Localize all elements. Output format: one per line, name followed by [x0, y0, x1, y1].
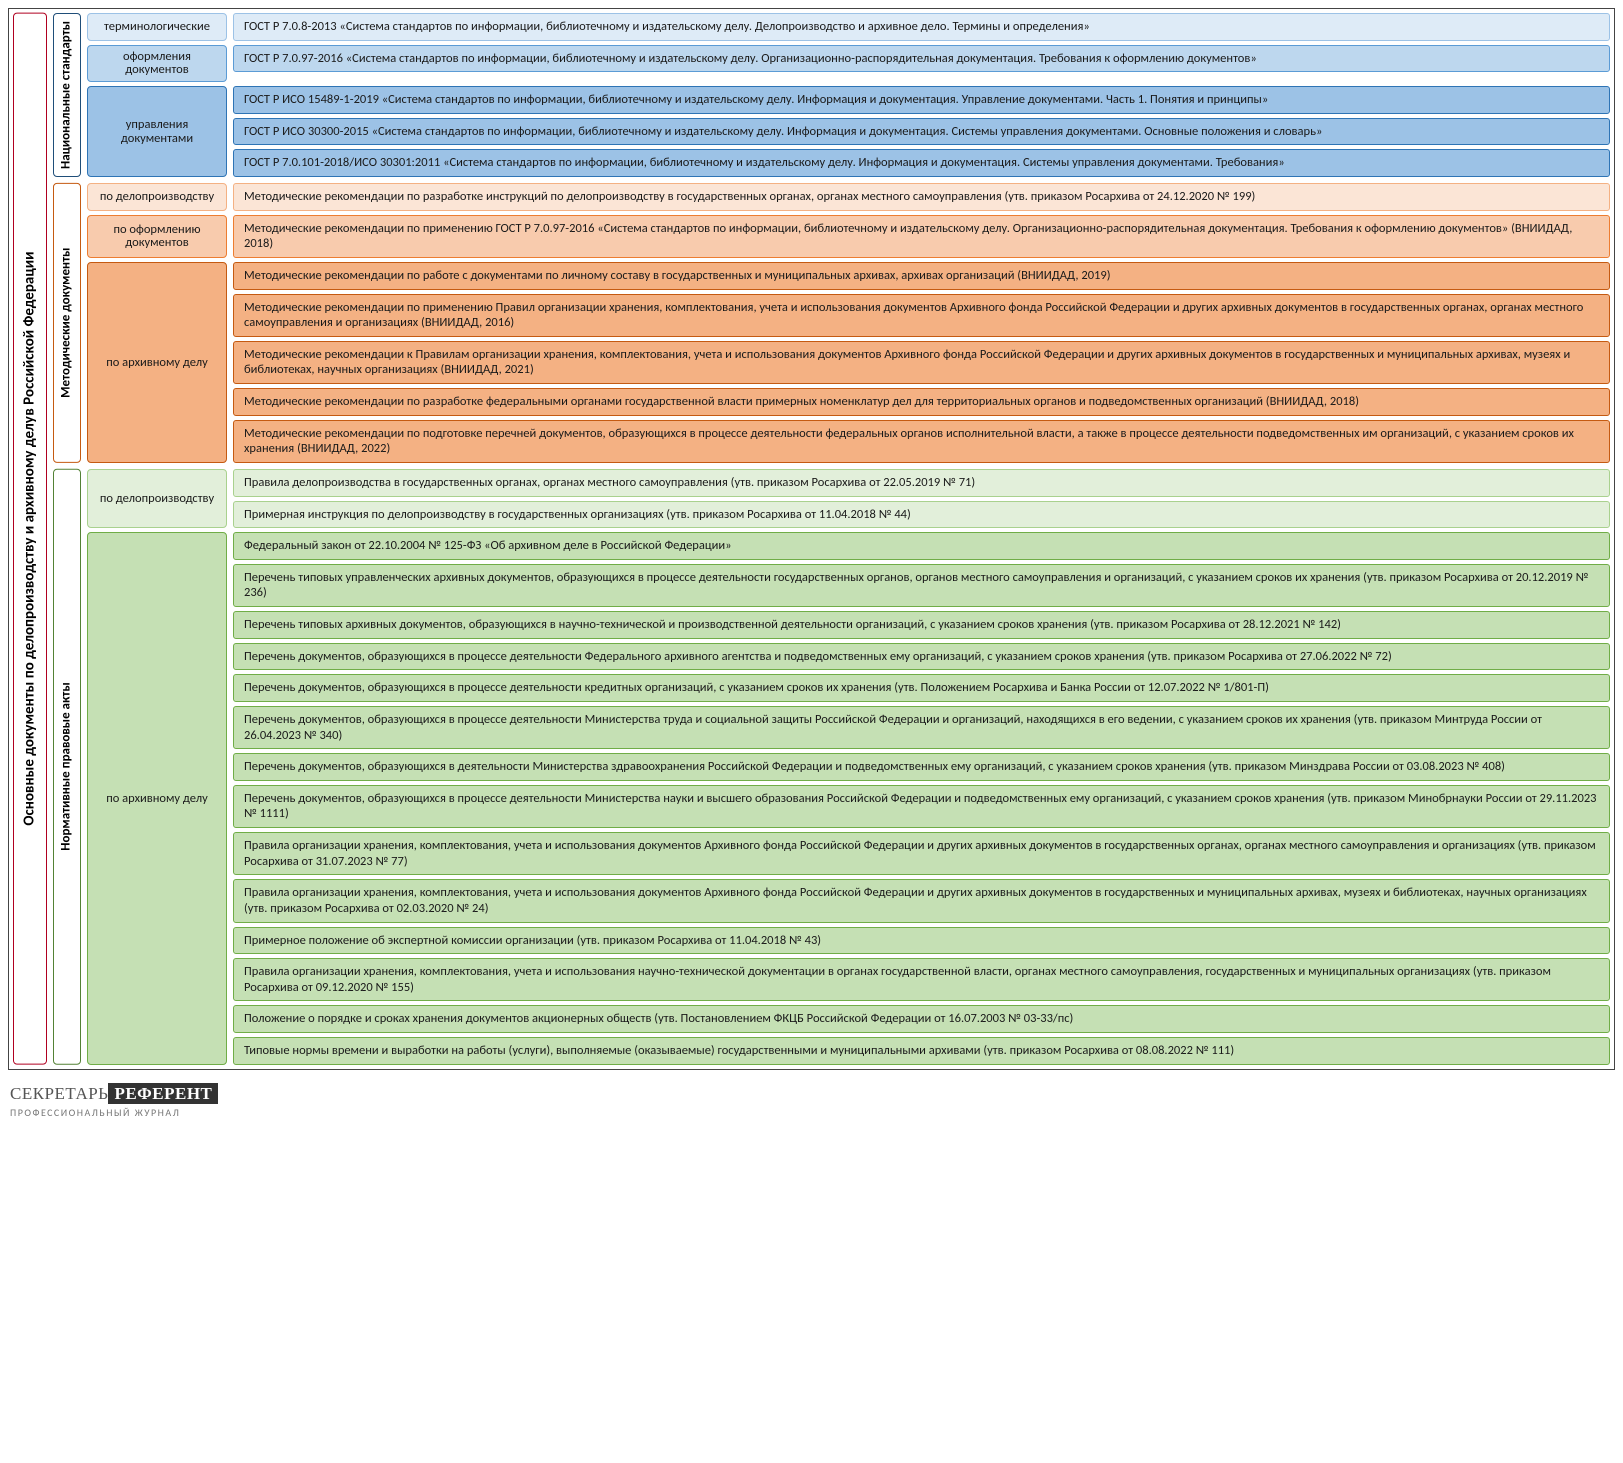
doc-item: Методические рекомендации по разработке …	[233, 388, 1610, 416]
section-label: Нормативные правовые акты	[53, 469, 81, 1065]
doc-list: Федеральный закон от 22.10.2004 № 125-ФЗ…	[233, 532, 1610, 1065]
doc-list: Методические рекомендации по разработке …	[233, 183, 1610, 211]
doc-item: Методические рекомендации по разработке …	[233, 183, 1610, 211]
doc-item: Методические рекомендации по применению …	[233, 294, 1610, 337]
doc-item: ГОСТ Р ИСО 15489-1-2019 «Система стандар…	[233, 86, 1610, 114]
brand-word-b: РЕФЕРЕНТ	[108, 1083, 218, 1104]
section-body: по делопроизводствуПравила делопроизводс…	[87, 469, 1610, 1065]
category-row: терминологическиеГОСТ Р 7.0.8-2013 «Сист…	[87, 13, 1610, 41]
doc-item: ГОСТ Р 7.0.8-2013 «Система стандартов по…	[233, 13, 1610, 41]
category-label: по делопроизводству	[87, 183, 227, 211]
sections-container: Национальные стандартытерминологическиеГ…	[53, 13, 1610, 1065]
section-body: терминологическиеГОСТ Р 7.0.8-2013 «Сист…	[87, 13, 1610, 177]
category-label: по архивному делу	[87, 262, 227, 463]
main-title: Основные документы по делопроизводству и…	[13, 13, 47, 1065]
category-label: по архивному делу	[87, 532, 227, 1065]
brand-logo: СЕКРЕТАРЬРЕФЕРЕНТ	[10, 1084, 1613, 1104]
doc-item: Положение о порядке и сроках хранения до…	[233, 1005, 1610, 1033]
doc-item: Правила организации хранения, комплектов…	[233, 879, 1610, 922]
brand-subtitle: ПРОФЕССИОНАЛЬНЫЙ ЖУРНАЛ	[10, 1106, 1613, 1119]
section-standards: Национальные стандартытерминологическиеГ…	[53, 13, 1610, 177]
category-row: по делопроизводствуПравила делопроизводс…	[87, 469, 1610, 528]
doc-item: Примерное положение об экспертной комисс…	[233, 927, 1610, 955]
doc-item: Перечень типовых архивных документов, об…	[233, 611, 1610, 639]
doc-list: ГОСТ Р ИСО 15489-1-2019 «Система стандар…	[233, 86, 1610, 177]
category-row: по оформлению документовМетодические рек…	[87, 215, 1610, 258]
doc-item: Методические рекомендации к Правилам орг…	[233, 341, 1610, 384]
brand-word-a: СЕКРЕТАРЬ	[10, 1084, 108, 1103]
doc-list: ГОСТ Р 7.0.97-2016 «Система стандартов п…	[233, 45, 1610, 83]
category-label: управления документами	[87, 86, 227, 177]
doc-list: Правила делопроизводства в государственн…	[233, 469, 1610, 528]
doc-item: Перечень документов, образующихся в проц…	[233, 706, 1610, 749]
doc-item: Перечень типовых управленческих архивных…	[233, 564, 1610, 607]
doc-item: Методические рекомендации по применению …	[233, 215, 1610, 258]
category-label: оформления документов	[87, 45, 227, 83]
doc-item: Типовые нормы времени и выработки на раб…	[233, 1037, 1610, 1065]
category-row: управления документамиГОСТ Р ИСО 15489-1…	[87, 86, 1610, 177]
section-body: по делопроизводствуМетодические рекоменд…	[87, 183, 1610, 463]
doc-item: ГОСТ Р 7.0.97-2016 «Система стандартов п…	[233, 45, 1610, 73]
doc-item: Методические рекомендации по подготовке …	[233, 420, 1610, 463]
doc-list: Методические рекомендации по применению …	[233, 215, 1610, 258]
doc-item: ГОСТ Р 7.0.101-2018/ИСО 30301:2011 «Сист…	[233, 149, 1610, 177]
doc-item: Перечень документов, образующихся в деят…	[233, 753, 1610, 781]
category-row: по архивному делуМетодические рекомендац…	[87, 262, 1610, 463]
footer: СЕКРЕТАРЬРЕФЕРЕНТ ПРОФЕССИОНАЛЬНЫЙ ЖУРНА…	[8, 1080, 1615, 1123]
doc-item: Примерная инструкция по делопроизводству…	[233, 501, 1610, 529]
section-label: Методические документы	[53, 183, 81, 463]
section-method: Методические документыпо делопроизводств…	[53, 183, 1610, 463]
section-legal: Нормативные правовые актыпо делопроизвод…	[53, 469, 1610, 1065]
category-label: по делопроизводству	[87, 469, 227, 528]
doc-item: Перечень документов, образующихся в проц…	[233, 785, 1610, 828]
category-label: терминологические	[87, 13, 227, 41]
diagram-root: Основные документы по делопроизводству и…	[8, 8, 1615, 1070]
doc-item: Правила организации хранения, комплектов…	[233, 832, 1610, 875]
category-row: оформления документовГОСТ Р 7.0.97-2016 …	[87, 45, 1610, 83]
doc-item: Перечень документов, образующихся в проц…	[233, 674, 1610, 702]
doc-item: Перечень документов, образующихся в проц…	[233, 643, 1610, 671]
doc-list: ГОСТ Р 7.0.8-2013 «Система стандартов по…	[233, 13, 1610, 41]
doc-item: ГОСТ Р ИСО 30300-2015 «Система стандарто…	[233, 118, 1610, 146]
doc-item: Правила делопроизводства в государственн…	[233, 469, 1610, 497]
section-label: Национальные стандарты	[53, 13, 81, 177]
doc-item: Правила организации хранения, комплектов…	[233, 958, 1610, 1001]
category-label: по оформлению документов	[87, 215, 227, 258]
doc-item: Федеральный закон от 22.10.2004 № 125-ФЗ…	[233, 532, 1610, 560]
doc-item: Методические рекомендации по работе с до…	[233, 262, 1610, 290]
category-row: по делопроизводствуМетодические рекоменд…	[87, 183, 1610, 211]
category-row: по архивному делуФедеральный закон от 22…	[87, 532, 1610, 1065]
doc-list: Методические рекомендации по работе с до…	[233, 262, 1610, 463]
